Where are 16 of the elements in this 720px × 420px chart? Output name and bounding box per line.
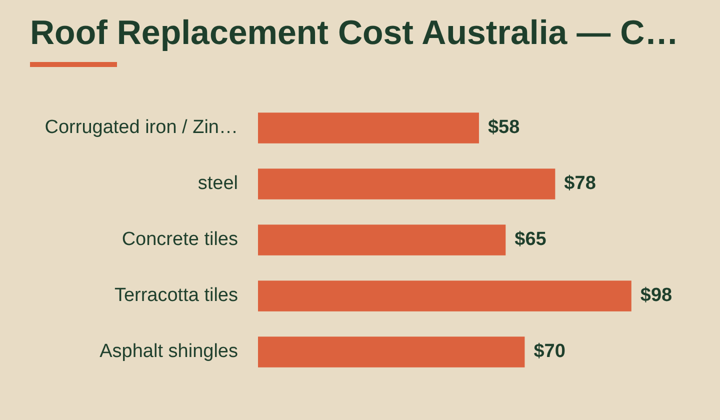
- bar: [258, 168, 556, 200]
- bar: [258, 224, 506, 256]
- data-label: $70: [534, 341, 566, 362]
- bar: [258, 280, 632, 312]
- y-tick-label: Asphalt shingles: [100, 341, 238, 362]
- chart-title: Roof Replacement Cost Australia — C…: [30, 14, 679, 53]
- y-tick-label: steel: [198, 173, 238, 194]
- data-label: $65: [514, 229, 547, 250]
- y-tick-label: Terracotta tiles: [114, 285, 238, 306]
- bar: [258, 112, 479, 144]
- y-tick-label: Concrete tiles: [122, 229, 238, 250]
- data-label: $78: [564, 173, 596, 194]
- bar: [258, 336, 525, 368]
- data-label: $98: [640, 285, 672, 306]
- y-tick-label: Corrugated iron / Zin…: [44, 117, 238, 138]
- data-label: $58: [488, 117, 520, 138]
